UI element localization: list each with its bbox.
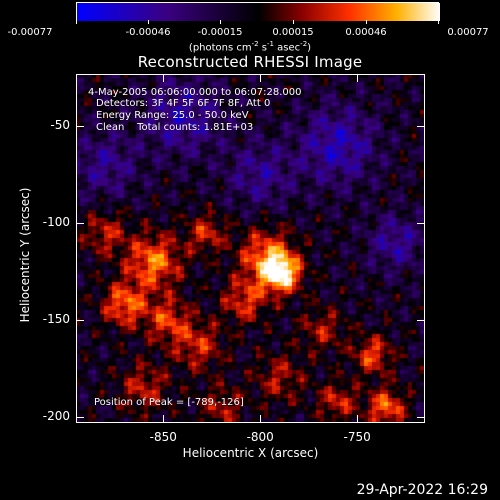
x-tick-mark [259,415,261,423]
chart-title: Reconstructed RHESSI Image [137,53,363,71]
clean-counts-label: Clean Total counts: 1.81E+03 [96,122,254,133]
units-exponent: -2 [251,40,259,48]
x-tick-label: -750 [343,430,371,444]
plot-area: 4-May-2005 06:06:00.000 to 06:07:28.000 … [76,74,425,423]
detectors-label: Detectors: 3F 4F 5F 6F 7F 8F, Att 0 [96,98,271,109]
colorbar-tick-label: -0.00077 [7,27,53,38]
time-range-label: 4-May-2005 06:06:00.000 to 06:07:28.000 [88,87,302,98]
colorbar-units: (photons cm-2 s-1 asec-2) [0,40,500,53]
y-tick-mark [417,319,425,321]
y-tick-label: -200 [42,409,70,424]
colorbar-tick-label: 0.00077 [447,27,489,38]
colorbar-tick [366,20,367,24]
y-tick-label: -150 [42,312,70,327]
y-tick-label: -50 [50,118,70,133]
peak-position-label: Position of Peak = [-789,-126] [94,397,244,408]
colorbar-tick [76,20,77,24]
y-tick-mark [417,222,425,224]
y-tick-mark [76,416,84,418]
colorbar-tick-label: -0.00015 [197,27,243,38]
units-part: ) [307,42,312,54]
x-tick-mark [162,415,164,423]
x-axis-label: Heliocentric X (arcsec) [182,446,319,460]
colorbar-gradient [77,3,440,21]
y-tick-mark [76,222,84,224]
units-exponent: -1 [267,40,274,48]
colorbar [76,2,440,21]
x-tick-mark [356,74,358,82]
y-axis-label: Heliocentric Y (arcsec) [18,187,32,323]
colorbar-tick [438,20,439,24]
x-tick-label: -800 [246,430,274,444]
y-tick-mark [417,125,425,127]
y-tick-mark [76,319,84,321]
colorbar-tick [293,20,294,24]
x-tick-mark [162,74,164,82]
colorbar-tick-label: 0.00015 [272,27,314,38]
heatmap-image [76,74,425,423]
x-tick-mark [259,74,261,82]
colorbar-tick-label: -0.00046 [125,27,171,38]
x-tick-mark [356,415,358,423]
units-part: s [258,42,268,54]
x-tick-label: -850 [149,430,177,444]
units-exponent: -2 [300,40,308,48]
colorbar-tick [148,20,149,24]
y-tick-mark [76,125,84,127]
colorbar-tick-label: 0.00046 [345,27,387,38]
units-part: (photons cm [188,42,252,54]
energy-range-label: Energy Range: 25.0 - 50.0 keV [96,110,249,121]
timestamp: 29-Apr-2022 16:29 [356,482,488,498]
colorbar-tick [220,20,221,24]
units-part: asec [274,42,301,54]
y-tick-mark [417,416,425,418]
y-tick-label: -100 [42,215,70,230]
